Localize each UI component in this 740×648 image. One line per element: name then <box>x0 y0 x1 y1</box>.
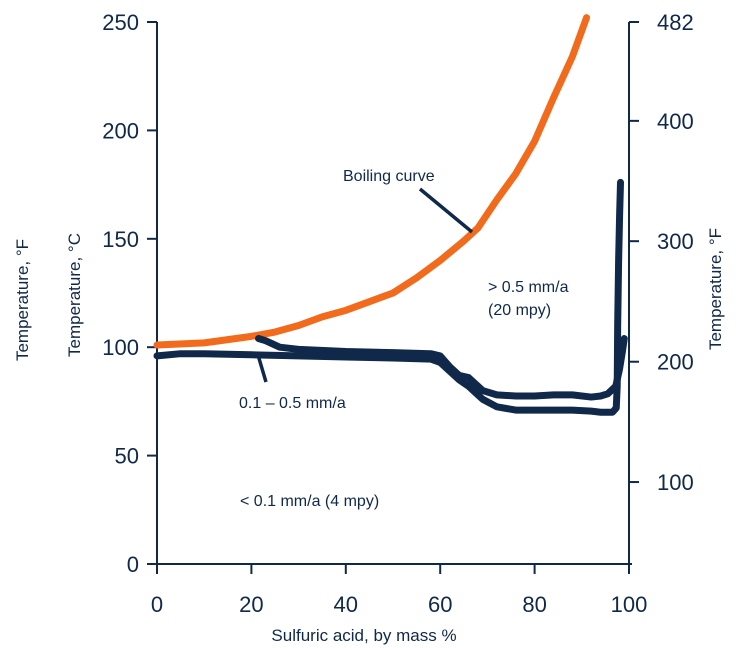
left-y-tick-label: 250 <box>102 10 139 35</box>
annotation-layer: Boiling curve > 0.5 mm/a (20 mpy) 0.1 – … <box>239 168 569 510</box>
right-y-tick-label: 482 <box>657 10 694 35</box>
x-tick-label: 100 <box>611 592 648 617</box>
x-tick-label: 20 <box>239 592 263 617</box>
chart-axes <box>156 22 632 565</box>
y-axis-label-outer-fahrenheit: Temperature, °F <box>13 239 32 361</box>
y-axis-label-celsius: Temperature, °C <box>65 233 84 357</box>
right-y-tick-label: 200 <box>657 350 694 375</box>
boiling-curve-leader <box>418 187 474 234</box>
annotation-0-1-0-5: 0.1 – 0.5 mm/a <box>239 395 346 412</box>
x-axis-label: Sulfuric acid, by mass % <box>271 626 456 645</box>
x-axis-ticks: 0 20 40 60 80 100 <box>151 564 647 617</box>
y-axis-label-right-fahrenheit: Temperature, °F <box>706 228 725 350</box>
annotation-greater-than-0-5: > 0.5 mm/a <box>488 279 569 296</box>
x-tick-label: 80 <box>522 592 546 617</box>
x-tick-label: 40 <box>334 592 358 617</box>
boiling-curve-line <box>153 14 591 349</box>
left-y-ticks: 0 50 100 150 200 250 <box>102 10 157 577</box>
x-tick-label: 0 <box>151 592 163 617</box>
right-y-tick-label: 400 <box>657 109 694 134</box>
right-y-tick-label: 100 <box>657 470 694 495</box>
band-0-1-0-5-boundary-line <box>254 335 628 401</box>
annotation-boiling-curve: Boiling curve <box>343 168 435 185</box>
series-layer <box>153 14 628 416</box>
left-y-tick-label: 100 <box>102 335 139 360</box>
band-less-than-0-1-boundary-line <box>153 178 624 416</box>
band-0-1-0-5-leader <box>256 354 268 383</box>
annotation-less-than-0-1: < 0.1 mm/a (4 mpy) <box>240 493 379 510</box>
left-y-tick-label: 50 <box>115 444 139 469</box>
right-y-ticks: 100 200 300 400 482 <box>629 10 694 495</box>
left-y-tick-label: 0 <box>127 552 139 577</box>
right-y-tick-label: 300 <box>657 229 694 254</box>
x-tick-label: 60 <box>428 592 452 617</box>
left-y-tick-label: 150 <box>102 227 139 252</box>
annotation-20-mpy: (20 mpy) <box>488 302 551 319</box>
left-y-tick-label: 200 <box>102 118 139 143</box>
